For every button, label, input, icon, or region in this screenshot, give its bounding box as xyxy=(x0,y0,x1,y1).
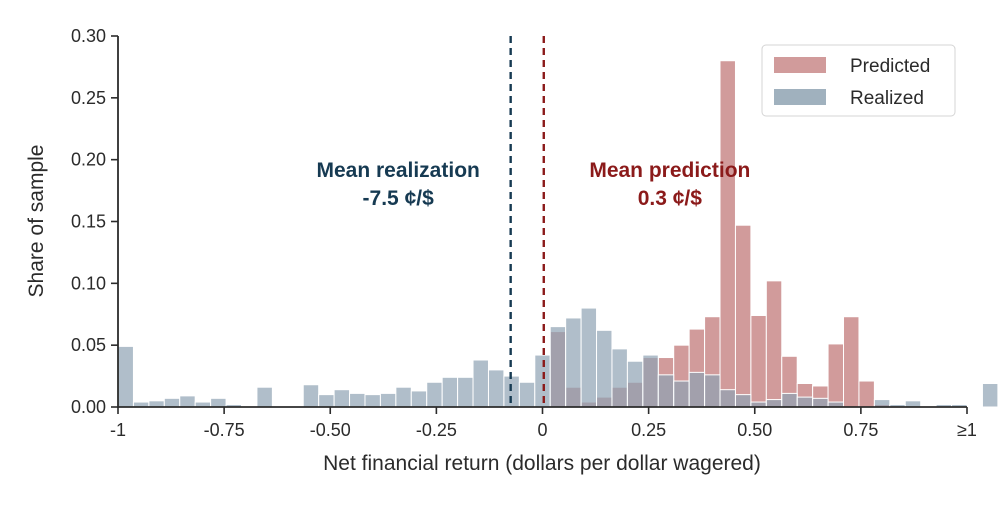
annotation-value: 0.3 ¢/$ xyxy=(638,187,703,210)
bar-realized xyxy=(163,397,181,408)
bar-realized xyxy=(364,394,381,408)
y-tick-label: 0.15 xyxy=(71,212,106,232)
y-axis-title: Share of sample xyxy=(25,145,48,298)
y-tick-label: 0.30 xyxy=(71,26,106,46)
bar-predicted xyxy=(858,380,875,408)
bar-realized xyxy=(395,386,412,408)
bar-realized xyxy=(688,371,706,408)
annotations: Mean realization -7.5 ¢/$ Mean prediction 0… xyxy=(316,159,750,210)
bar-realized xyxy=(379,392,397,408)
x-tick-label: -0.75 xyxy=(204,420,245,440)
bar-realized xyxy=(626,360,644,408)
legend-label-predicted: Predicted xyxy=(850,56,930,77)
bar-realized xyxy=(426,381,443,408)
x-tick-label: -0.25 xyxy=(416,420,457,440)
bar-realized xyxy=(673,380,690,408)
bar-realized xyxy=(148,400,165,408)
bar-realized xyxy=(580,307,598,408)
bar-realized xyxy=(210,397,227,408)
bar-realized xyxy=(734,394,752,408)
bar-realized xyxy=(333,389,351,408)
legend-swatch-realized xyxy=(774,89,826,105)
bar-realized xyxy=(302,384,320,408)
x-tick-label: 0.50 xyxy=(737,420,772,440)
bar-realized xyxy=(796,396,814,408)
mean-realization-annotation: Mean realization -7.5 ¢/$ xyxy=(316,159,479,210)
y-tick-label: 0.20 xyxy=(71,150,106,170)
bar-realized xyxy=(719,389,736,408)
x-tick-label: -0.50 xyxy=(310,420,351,440)
bar-realized xyxy=(611,348,628,408)
bar-realized xyxy=(657,374,675,408)
bar-realized xyxy=(534,354,551,408)
annotation-title: Mean prediction xyxy=(589,159,750,182)
bar-realized xyxy=(179,395,196,408)
bar-realized xyxy=(781,392,798,408)
bars-layer xyxy=(117,60,999,408)
bar-predicted xyxy=(734,224,752,408)
bar-realized xyxy=(318,394,335,408)
axes: 0.00 0.05 0.10 0.15 0.20 0.25 0.30 -1 -0.75 -0.50… xyxy=(71,26,977,440)
bar-realized xyxy=(565,317,582,408)
x-tick-label: 0.75 xyxy=(843,420,878,440)
x-tick-label: 0 xyxy=(537,420,547,440)
x-tick-label: -1 xyxy=(110,420,126,440)
x-tick-label: 0.25 xyxy=(631,420,666,440)
legend: Predicted Realized xyxy=(761,44,956,117)
bar-predicted xyxy=(719,60,736,408)
x-tick-label: ≥1 xyxy=(957,420,977,440)
legend-label-realized: Realized xyxy=(850,88,924,109)
bar-predicted xyxy=(843,316,860,408)
bar-realized xyxy=(256,386,273,408)
y-tick-label: 0.05 xyxy=(71,335,106,355)
y-tick-label: 0.25 xyxy=(71,88,106,108)
bar-realized xyxy=(981,383,999,408)
bar-realized xyxy=(349,392,366,408)
bar-realized xyxy=(518,381,536,408)
y-tick-label: 0.00 xyxy=(71,397,106,417)
bar-predicted xyxy=(750,314,767,408)
bar-realized xyxy=(441,376,459,408)
bar-predicted xyxy=(827,343,845,408)
bar-realized xyxy=(487,369,505,408)
legend-swatch-predicted xyxy=(774,57,826,73)
annotation-title: Mean realization xyxy=(316,159,479,182)
bar-realized xyxy=(873,399,891,408)
bar-realized xyxy=(117,345,134,408)
reference-lines xyxy=(509,36,545,407)
bar-realized xyxy=(704,374,721,408)
y-tick-label: 0.10 xyxy=(71,273,106,293)
x-axis-title: Net financial return (dollars per dollar… xyxy=(323,452,761,475)
bar-predicted xyxy=(765,280,783,408)
bar-realized xyxy=(765,399,783,408)
bar-realized xyxy=(472,359,489,408)
bar-realized xyxy=(549,326,567,408)
bar-realized xyxy=(904,400,922,408)
bar-realized xyxy=(596,329,613,408)
mean-prediction-annotation: Mean prediction 0.3 ¢/$ xyxy=(589,159,750,210)
bar-realized xyxy=(642,354,659,408)
bar-realized xyxy=(812,397,829,408)
bar-realized xyxy=(457,376,474,408)
annotation-value: -7.5 ¢/$ xyxy=(363,187,435,210)
bar-realized xyxy=(410,390,428,408)
